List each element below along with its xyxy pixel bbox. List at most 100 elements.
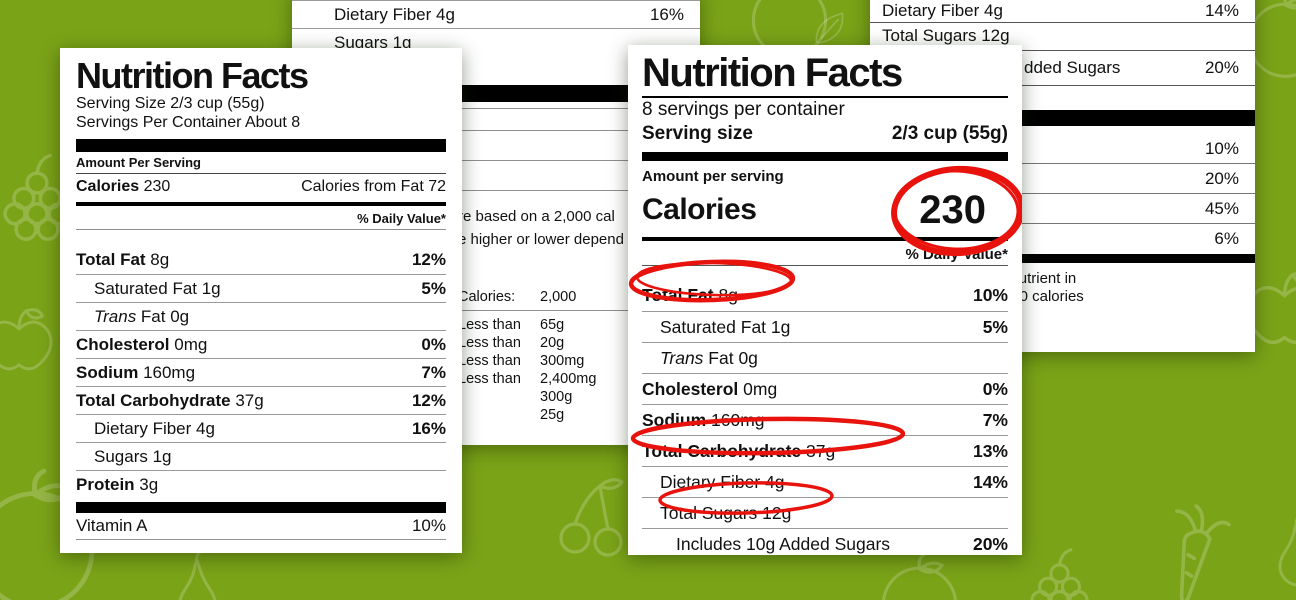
- divider: [870, 50, 1255, 51]
- nutrient-row: Cholesterol 0mg 0%: [76, 330, 446, 358]
- divider: [292, 160, 700, 161]
- calories-row: Calories 230 Calories from Fat 72: [76, 174, 446, 200]
- daily-value: 14%: [1204, 1, 1239, 20]
- serving-size: Serving Size 2/3 cup (55g): [76, 95, 265, 112]
- dv-table-qualifier: Less than: [458, 317, 521, 333]
- serving-size-row: Serving size 2/3 cup (55g): [642, 121, 1008, 146]
- section-rule: [642, 237, 1008, 241]
- dv-table-value: 2,400mg: [540, 371, 597, 387]
- calories-row: Calories 230: [642, 186, 1008, 234]
- vitamin-name: Vitamin A: [76, 516, 148, 535]
- nutrient-row: Total Fat 8g 10%: [642, 285, 1008, 305]
- pear-doodle-icon: [1278, 517, 1296, 587]
- calories-label: Calories: [642, 193, 757, 226]
- dv-table-header-label: Calories:: [458, 289, 516, 305]
- daily-value: 20%: [1204, 57, 1239, 77]
- nutrient-row: Protein 3g: [76, 470, 446, 498]
- nutrient-row: Total Carbohydrate 37g 12%: [76, 386, 446, 414]
- divider: [452, 310, 700, 311]
- calories-from-fat: Calories from Fat 72: [301, 178, 446, 195]
- nutrient-row: Total Carbohydrate 37g 13%: [642, 435, 1008, 466]
- nutrient-rows: Total Fat 8g 12% Saturated Fat 1g 5% Trans…: [76, 246, 446, 498]
- section-bar: [76, 139, 446, 152]
- dv-table-value: 300g: [540, 389, 573, 405]
- nutrient-name: Total Sugars 12g: [882, 26, 1010, 45]
- nutrient-name-fragment: dded Sugars: [1024, 57, 1121, 77]
- divider: [870, 85, 1255, 86]
- nutrient-row: Dietary Fiber 4g 16%: [76, 414, 446, 442]
- vitamin-row: Vitamin A 10%: [76, 513, 446, 540]
- vitamin-daily-value: 10%: [870, 134, 1255, 164]
- daily-value-header: % Daily Value*: [642, 244, 1008, 266]
- nutrient-row: Includes 10g Added Sugars 20%: [642, 528, 1008, 559]
- daily-value-header: % Daily Value*: [76, 208, 446, 230]
- nutrient-row: Total Fat 8g 12%: [76, 250, 446, 269]
- calories-value: 230: [919, 187, 986, 232]
- servings-per-container: 8 servings per container: [642, 99, 845, 120]
- vitamin-daily-value: 20%: [870, 164, 1255, 194]
- nutrient-row: Sodium 160mg 7%: [642, 404, 1008, 435]
- dv-table-qualifier: Less than: [458, 371, 521, 387]
- section-bar: [642, 152, 1008, 161]
- orange-doodle-icon: [882, 552, 957, 600]
- divider: [870, 22, 1255, 23]
- serving-size-value: 2/3 cup (55g): [891, 123, 1008, 144]
- pear-doodle-icon: [178, 548, 217, 600]
- nutrient-row: Saturated Fat 1g 5%: [76, 274, 446, 302]
- divider: [292, 130, 700, 131]
- carrot-doodle-icon: [1175, 504, 1231, 600]
- calories: Calories 230: [76, 178, 171, 195]
- nutrient-name: Dietary Fiber 4g: [334, 4, 455, 24]
- label-title: Nutrition Facts: [642, 51, 903, 95]
- label-title: Nutrition Facts: [76, 55, 309, 96]
- nutrient-row: Dietary Fiber 4g 14%: [870, 0, 1255, 22]
- amount-per-serving: Amount Per Serving: [76, 152, 446, 174]
- nutrient-row: Trans Fat 0g: [642, 342, 1008, 373]
- daily-value: 6%: [1214, 229, 1239, 248]
- amount-per-serving: Amount per serving: [642, 168, 784, 185]
- footnote-fragment: re based on a 2,000 cal: [458, 208, 615, 225]
- nutrition-label-new: Nutrition Facts 8 servings per container…: [628, 45, 1022, 555]
- daily-value: 45%: [1204, 198, 1239, 218]
- section-bar: [76, 502, 446, 513]
- nutrient-row: Total Sugars 12g: [870, 22, 1255, 50]
- nutrient-row: Trans Fat 0g: [76, 302, 446, 330]
- nutrient-row: Dietary Fiber 4g 14%: [642, 466, 1008, 497]
- vitamin-daily-value: 6%: [870, 224, 1255, 254]
- dv-table-value: 25g: [540, 407, 565, 423]
- dv-table-qualifier: Less than: [458, 353, 521, 369]
- nutrient-row: Saturated Fat 1g 5%: [642, 311, 1008, 342]
- calories-value: 230: [143, 178, 171, 195]
- nutrient-row: Sugars 1g: [292, 28, 700, 56]
- dv-table-value: 65g: [540, 317, 565, 333]
- cherries-doodle-icon: [559, 478, 624, 557]
- nutrient-row: dded Sugars 20%: [870, 50, 1255, 85]
- servings-per-container: Servings Per Container About 8: [76, 114, 301, 131]
- vitamin-daily-value: 45%: [870, 194, 1255, 224]
- apple-doodle-icon: [0, 308, 53, 371]
- dv-table-value: 300mg: [540, 353, 585, 369]
- dv-table-header-value: 2,000: [540, 289, 577, 305]
- nutrition-label-old: Nutrition Facts Serving Size 2/3 cup (55…: [60, 48, 462, 553]
- nutrient-row: Cholesterol 0mg 0%: [642, 373, 1008, 404]
- section-bar: [870, 254, 1255, 263]
- divider: [292, 190, 700, 191]
- dv-table-value: 20g: [540, 335, 565, 351]
- nutrient-rows: Total Fat 8g 10% Saturated Fat 1g 5% Trans…: [642, 280, 1008, 559]
- nutrient-name: Sugars 1g: [334, 32, 412, 52]
- nutrient-row: Sugars 1g: [76, 442, 446, 470]
- serving-size-label: Serving size: [642, 123, 753, 144]
- daily-value: 10%: [1204, 138, 1239, 158]
- daily-value: 16%: [649, 4, 684, 24]
- nutrient-name: Dietary Fiber 4g: [882, 1, 1003, 20]
- grapes-doodle-icon: [1030, 548, 1089, 600]
- nutrient-row: Total Sugars 12g: [642, 497, 1008, 528]
- section-rule: [642, 96, 1008, 98]
- footnote-fragment: e higher or lower depend: [458, 231, 624, 248]
- dv-table-qualifier: Less than: [458, 335, 521, 351]
- nutrient-row: Dietary Fiber 4g 16%: [292, 0, 700, 28]
- section-rule: [76, 202, 446, 206]
- nutrient-row: Sodium 160mg 7%: [76, 358, 446, 386]
- daily-value: 20%: [1204, 168, 1239, 188]
